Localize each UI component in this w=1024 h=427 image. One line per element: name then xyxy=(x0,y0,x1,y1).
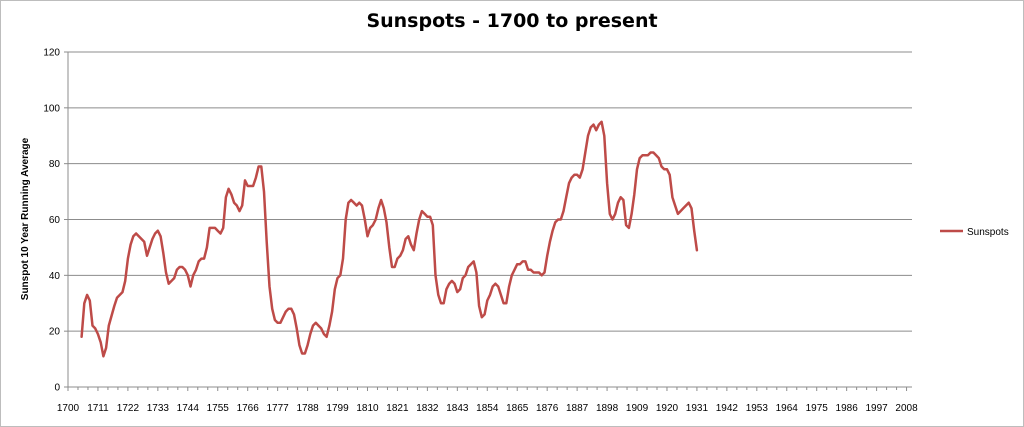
y-axis: 0 20 40 60 80 100 120 xyxy=(43,48,69,394)
x-tick-label: 1931 xyxy=(686,403,709,414)
x-tick-label: 1909 xyxy=(626,403,649,414)
x-axis: 1700 1711 1722 1733 1744 1755 1766 1777 1788 1799… xyxy=(57,386,918,414)
series-line-sunspots xyxy=(80,120,699,358)
x-tick-label: 1986 xyxy=(836,403,859,414)
y-tick-label: 60 xyxy=(49,215,61,226)
x-tick-label: 1865 xyxy=(506,403,529,414)
y-tick-label: 100 xyxy=(43,103,60,114)
legend-label-sunspots: Sunspots xyxy=(967,227,1009,238)
gridlines xyxy=(68,51,912,332)
x-tick-label: 1744 xyxy=(177,403,200,414)
x-tick-label: 1766 xyxy=(237,403,260,414)
x-tick-label: 1821 xyxy=(386,403,409,414)
x-tick-label: 1788 xyxy=(296,403,319,414)
x-tick-label: 1887 xyxy=(566,403,589,414)
x-tick-label: 1843 xyxy=(446,403,469,414)
x-tick-label: 1975 xyxy=(806,403,829,414)
x-tick-label: 1711 xyxy=(87,403,109,414)
y-tick-label: 0 xyxy=(54,383,60,394)
x-tick-label: 1964 xyxy=(776,403,799,414)
x-tick-label: 1777 xyxy=(267,403,290,414)
x-tick-label: 1722 xyxy=(117,403,140,414)
x-tick-label: 1810 xyxy=(356,403,379,414)
x-tick-label: 1876 xyxy=(536,403,559,414)
x-tick-label: 1997 xyxy=(865,403,888,414)
x-tick-label: 1733 xyxy=(147,403,170,414)
x-tick-label: 1953 xyxy=(746,403,769,414)
y-tick-label: 40 xyxy=(49,271,61,282)
x-tick-label: 1832 xyxy=(416,403,439,414)
y-tick-label: 120 xyxy=(43,48,60,59)
x-tick-label: 2008 xyxy=(895,403,918,414)
x-tick-label: 1898 xyxy=(596,403,619,414)
series-layer xyxy=(80,120,699,358)
x-tick-label: 1854 xyxy=(476,403,499,414)
x-tick-label: 1942 xyxy=(716,403,739,414)
x-tick-label: 1920 xyxy=(656,403,679,414)
chart-title: Sunspots - 1700 to present xyxy=(366,10,658,32)
x-tick-label: 1700 xyxy=(57,403,80,414)
x-tick-label: 1755 xyxy=(207,403,230,414)
x-tick-label: 1799 xyxy=(326,403,349,414)
y-axis-title: Sunspot 10 Year Running Average xyxy=(20,137,31,300)
y-tick-label: 80 xyxy=(49,159,61,170)
y-tick-label: 20 xyxy=(49,327,61,338)
legend: Sunspots xyxy=(940,227,1009,238)
